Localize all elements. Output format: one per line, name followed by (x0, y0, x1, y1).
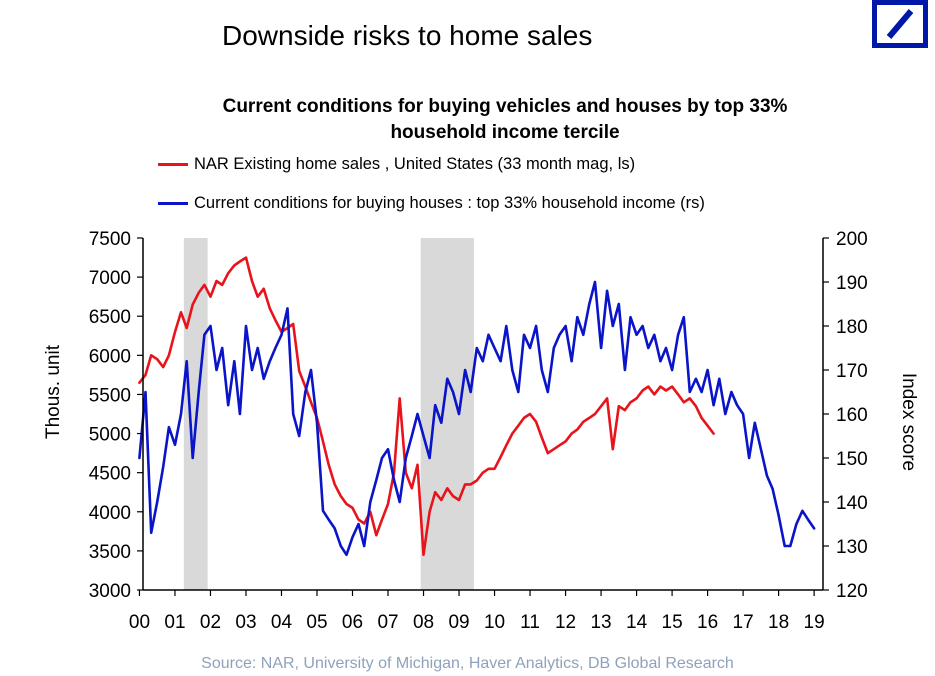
x-tick-label: 09 (448, 612, 469, 633)
db-slash-logo-icon (872, 0, 928, 48)
x-tick-label: 04 (271, 612, 293, 633)
legend-item-existing-home-sales: NAR Existing home sales , United States … (158, 153, 635, 175)
y-tick-label-left: 6500 (89, 307, 131, 328)
x-tick-label: 00 (129, 612, 150, 633)
legend-item-buying-conditions: Current conditions for buying houses : t… (158, 192, 705, 214)
x-tick-label: 01 (164, 612, 185, 633)
y-tick-label-right: 160 (836, 405, 868, 426)
y-tick-label-left: 3000 (89, 581, 131, 602)
y-tick-label-right: 140 (836, 493, 868, 514)
y-tick-label-right: 200 (836, 229, 868, 250)
y-tick-label-right: 120 (836, 581, 868, 602)
series-line-buying-conditions (138, 280, 816, 557)
slide-title: Downside risks to home sales (222, 20, 593, 51)
chart-title: Current conditions for buying vehicles a… (150, 94, 860, 146)
y-tick-label-left: 4500 (89, 464, 131, 485)
x-tick-label: 08 (413, 612, 434, 633)
x-tick-label: 05 (306, 612, 327, 633)
y-tick-label-left: 7000 (89, 268, 131, 289)
y-tick-label-left: 4000 (89, 503, 131, 524)
x-tick-label: 03 (235, 612, 256, 633)
y-tick-label-left: 7500 (89, 229, 131, 250)
y-tick-label-right: 170 (836, 361, 868, 382)
y-tick-label-left: 6000 (89, 346, 131, 367)
source-note: Source: NAR, University of Michigan, Hav… (201, 655, 734, 672)
x-tick-label: 06 (342, 612, 363, 633)
legend-label: NAR Existing home sales , United States … (194, 154, 636, 173)
x-tick-label: 12 (555, 612, 576, 633)
x-tick-label: 13 (590, 612, 611, 633)
x-tick-label: 18 (768, 612, 789, 633)
y-tick-label-right: 190 (836, 273, 868, 294)
x-tick-label: 16 (697, 612, 718, 633)
series-line-existing-home-sales (138, 256, 715, 557)
legend-swatch-red (158, 162, 188, 166)
legend-swatch-blue (158, 201, 188, 205)
legend-label: Current conditions for buying houses : t… (194, 193, 705, 212)
y-tick-label-right: 130 (836, 537, 868, 558)
y-tick-label-left: 5000 (89, 425, 131, 446)
y-tick-label-left: 5500 (89, 385, 131, 406)
y-axis-label-left: Thous. unit (43, 344, 64, 439)
x-tick-label: 07 (377, 612, 398, 633)
y-tick-label-right: 180 (836, 317, 868, 338)
x-tick-label: 15 (662, 612, 683, 633)
x-tick-label: 14 (626, 612, 648, 633)
y-tick-label-right: 150 (836, 449, 868, 470)
x-tick-label: 10 (484, 612, 505, 633)
x-tick-label: 11 (520, 612, 540, 633)
x-tick-label: 17 (733, 612, 754, 633)
x-tick-label: 02 (200, 612, 221, 633)
y-tick-label-left: 3500 (89, 542, 131, 563)
y-axis-label-right: Index score (898, 373, 919, 471)
chart-title-line-1: Current conditions for buying vehicles a… (222, 96, 788, 117)
recession-band-2 (420, 238, 474, 590)
x-tick-label: 19 (804, 612, 825, 633)
chart-title-line-2: household income tercile (390, 122, 620, 143)
